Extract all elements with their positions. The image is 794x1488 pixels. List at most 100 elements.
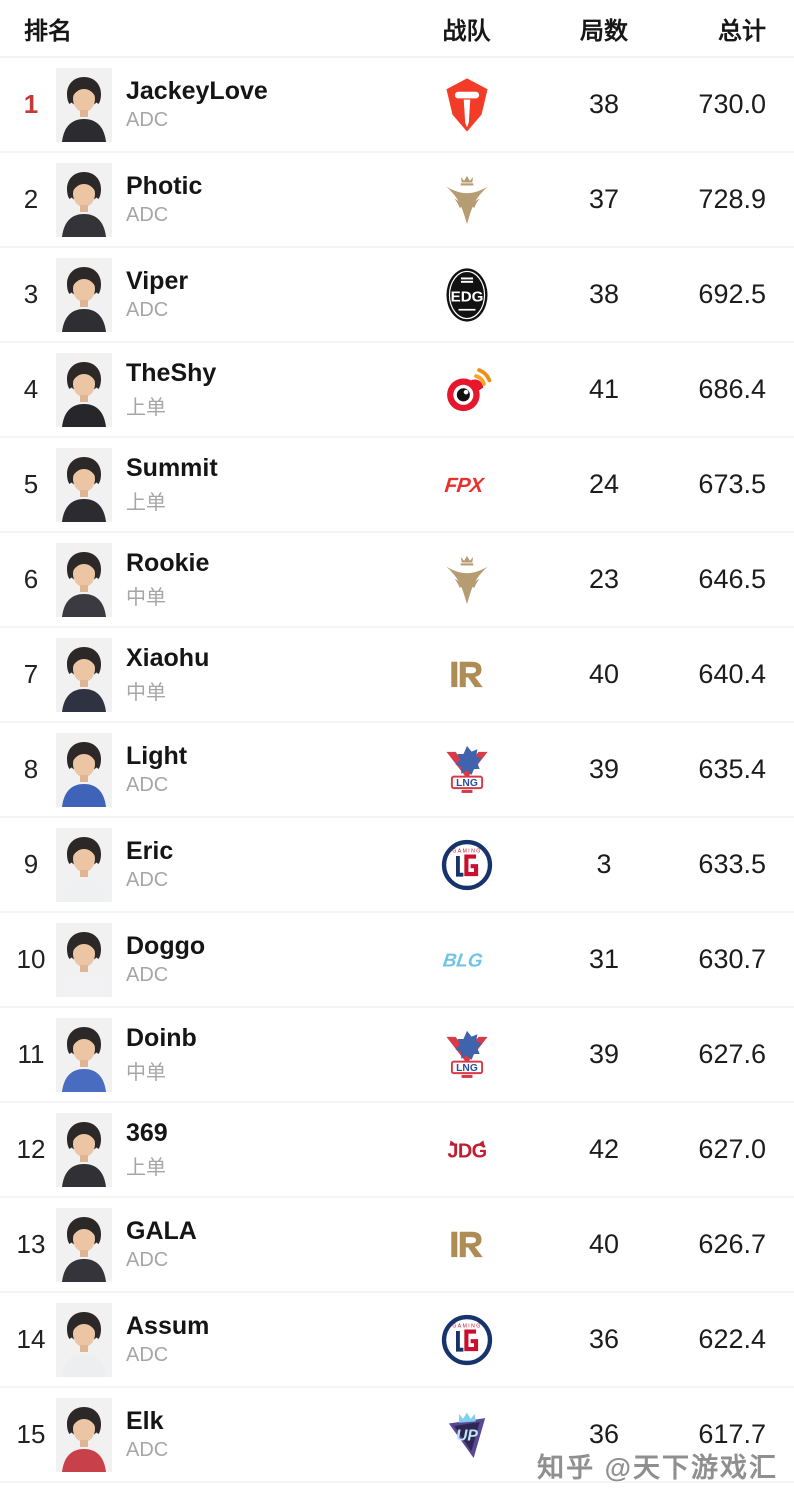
player-row[interactable]: 14 Assum ADC GAMING 36 622.4 (0, 1293, 794, 1388)
total-score: 728.9 (698, 184, 766, 214)
player-role: ADC (126, 868, 169, 891)
games-count: 40 (588, 659, 620, 689)
player-row[interactable]: 7 Xiaohu 中单 40 640.4 (0, 628, 794, 723)
watermark: 知乎 @天下游戏汇 (537, 1453, 778, 1483)
player-row[interactable]: 8 Light ADC LNG 39 635.4 (0, 723, 794, 818)
total-score: 627.6 (698, 1039, 766, 1069)
total-score: 686.4 (698, 374, 766, 404)
player-name: Photic (126, 172, 203, 201)
player-photo-placeholder (56, 1302, 112, 1377)
team-logo: LNG (399, 741, 534, 799)
team-logo: GAMING (399, 1311, 534, 1369)
team-logo: LNG (399, 1026, 534, 1084)
player-avatar (56, 1302, 112, 1377)
rank-number: 9 (23, 849, 39, 879)
player-photo-placeholder (56, 162, 112, 237)
games-count: 37 (588, 184, 620, 214)
blg-logo-icon: BLG (441, 949, 484, 970)
rng-logo-icon (450, 661, 483, 687)
player-photo-placeholder (56, 67, 112, 142)
up-logo-icon: UP (448, 1412, 485, 1458)
rank-number: 15 (16, 1419, 46, 1449)
lng-logo-icon: LNG (445, 745, 488, 793)
player-role: ADC (126, 298, 169, 321)
team-logo (399, 551, 534, 609)
column-header-rank: 排名 (24, 17, 72, 45)
player-photo-placeholder (56, 922, 112, 997)
rank-number: 6 (23, 564, 39, 594)
player-role: 中单 (126, 681, 166, 704)
player-photo-placeholder (56, 1112, 112, 1187)
total-score: 730.0 (698, 89, 766, 119)
team-logo (399, 1216, 534, 1274)
svg-text:UP: UP (456, 1427, 478, 1444)
rank-number: 8 (23, 754, 39, 784)
total-score: 692.5 (698, 279, 766, 309)
total-score: 617.7 (698, 1419, 766, 1449)
player-avatar (56, 352, 112, 427)
player-row[interactable]: 2 Photic ADC 37 728 (0, 153, 794, 248)
svg-text:LNG: LNG (456, 778, 478, 789)
rank-number: 5 (23, 469, 39, 499)
games-count: 39 (588, 754, 620, 784)
player-row[interactable]: 4 TheShy 上单 41 (0, 343, 794, 438)
rank-number: 4 (23, 374, 39, 404)
games-count: 38 (588, 279, 620, 309)
column-header-total: 总计 (718, 17, 766, 45)
player-avatar (56, 67, 112, 142)
player-row[interactable]: 13 GALA ADC 40 626.7 (0, 1198, 794, 1293)
player-name: Xiaohu (126, 644, 210, 673)
player-role: ADC (126, 963, 169, 986)
player-role: 中单 (126, 586, 166, 609)
edg-logo-icon: EDG (445, 267, 488, 322)
player-avatar (56, 637, 112, 712)
player-row[interactable]: 6 Rookie 中单 23 646. (0, 533, 794, 628)
player-row[interactable]: 1 JackeyLove ADC 38 730.0 (0, 58, 794, 153)
player-role: 中单 (126, 1061, 166, 1084)
rank-number: 2 (23, 184, 39, 214)
lgd-logo-icon: GAMING (441, 839, 492, 890)
player-row[interactable]: 15 Elk ADC UP 36 617.7 (0, 1388, 794, 1483)
svg-text:LNG: LNG (456, 1063, 478, 1074)
player-name: 369 (126, 1119, 168, 1148)
gold-trident-logo-icon (445, 175, 488, 224)
table-header: 排名 战队 局数 总计 (0, 0, 794, 58)
player-role: ADC (126, 1248, 169, 1271)
player-row[interactable]: 5 Summit 上单 FPX 24 673.5 (0, 438, 794, 533)
games-count: 3 (596, 849, 612, 879)
fpx-logo-icon: FPX (443, 474, 485, 497)
games-count: 24 (588, 469, 620, 499)
player-avatar (56, 162, 112, 237)
player-name: Assum (126, 1312, 210, 1341)
player-photo-placeholder (56, 637, 112, 712)
player-row[interactable]: 12 369 上单 JDG 42 627.0 (0, 1103, 794, 1198)
player-row[interactable]: 10 Doggo ADC BLG 31 630.7 (0, 913, 794, 1008)
player-role: ADC (126, 203, 169, 226)
rank-number: 12 (16, 1134, 46, 1164)
player-name: Elk (126, 1407, 164, 1436)
player-name: GALA (126, 1217, 197, 1246)
player-row[interactable]: 3 Viper ADC EDG 38 6 (0, 248, 794, 343)
games-count: 41 (588, 374, 620, 404)
total-score: 622.4 (698, 1324, 766, 1354)
player-avatar (56, 922, 112, 997)
player-name: Eric (126, 837, 174, 866)
total-score: 627.0 (698, 1134, 766, 1164)
player-role: 上单 (126, 1156, 166, 1179)
rank-number: 13 (16, 1229, 46, 1259)
player-role: 上单 (126, 491, 166, 514)
total-score: 673.5 (698, 469, 766, 499)
team-logo (399, 76, 534, 134)
lgd-logo-icon: GAMING (441, 1314, 492, 1365)
player-avatar (56, 1207, 112, 1282)
player-row[interactable]: 11 Doinb 中单 LNG 39 627.6 (0, 1008, 794, 1103)
player-name: JackeyLove (126, 77, 268, 106)
player-row[interactable]: 9 Eric ADC GAMING 3 633.5 (0, 818, 794, 913)
team-logo: UP (399, 1406, 534, 1464)
svg-text:EDG: EDG (450, 288, 483, 305)
games-count: 23 (588, 564, 620, 594)
player-photo-placeholder (56, 827, 112, 902)
player-photo-placeholder (56, 1017, 112, 1092)
team-logo (399, 646, 534, 704)
player-photo-placeholder (56, 1397, 112, 1472)
